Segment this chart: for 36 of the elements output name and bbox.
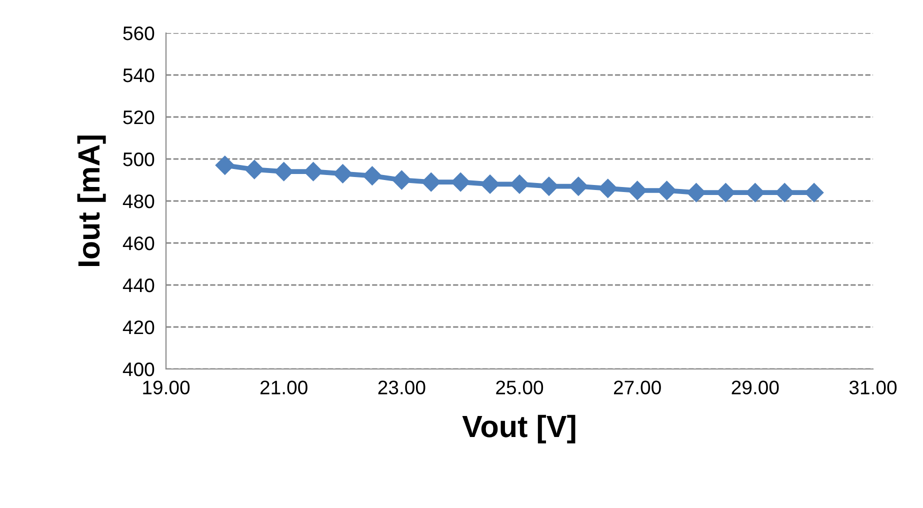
y-tick-label: 540 [123,68,154,82]
y-axis-title: Iout [mA] [77,136,106,266]
point [628,180,647,200]
point [392,170,412,190]
point [539,176,558,196]
point [274,162,294,182]
y-tick-label: 460 [122,236,154,250]
point [775,183,794,202]
point [686,183,706,202]
point [598,178,618,198]
x-tick-label: 21.00 [260,380,308,394]
point [746,183,765,202]
y-tick-label: 520 [123,110,154,124]
x-tick-label: 19.00 [143,380,190,394]
x-axis-title: Vout [V] [462,414,576,444]
x-tick-label: 31.00 [849,380,897,394]
point [422,172,441,192]
y-tick-label: 400 [122,362,154,376]
y-tick-label: 420 [122,320,154,334]
y-tick-label: 560 [123,26,154,40]
x-tick-label: 23.00 [378,380,426,394]
y-tick-label: 480 [122,194,154,208]
point [804,183,824,202]
x-tick-label: 25.00 [496,380,544,394]
x-tick-label: 27.00 [614,380,661,394]
point [215,156,234,175]
y-tick-label: 500 [123,152,154,166]
point [451,172,470,192]
point [657,180,676,200]
point [362,166,382,186]
point [304,162,323,182]
point [244,160,264,180]
y-tick-label: 440 [122,278,154,292]
point [716,183,736,202]
point [333,164,352,184]
x-tick-label: 29.00 [732,380,779,394]
